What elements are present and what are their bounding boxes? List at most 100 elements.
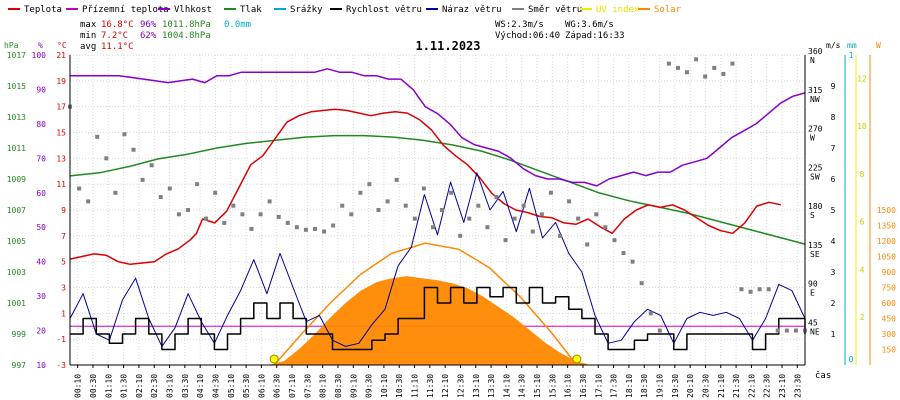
x-tick-label: 10:10	[380, 374, 389, 398]
wind-direction-point	[294, 225, 299, 230]
x-tick-label: 06:30	[273, 374, 282, 398]
x-tick-label: 18:30	[640, 374, 649, 398]
tick-label-mm: 1	[849, 51, 854, 60]
legend-label: UV index	[596, 5, 640, 15]
wind-direction-point	[113, 190, 118, 195]
wind-direction-points	[68, 57, 807, 333]
x-tick-label: 21:30	[732, 374, 741, 398]
wind-direction-point	[258, 212, 263, 217]
wind-direction-point	[403, 203, 408, 208]
wind-direction-point	[657, 328, 662, 333]
stat-avg-temp: 11.1°C	[101, 42, 134, 52]
x-tick-label: 07:30	[303, 374, 312, 398]
wind-direction-point	[621, 251, 626, 256]
x-tick-label: 00:10	[74, 374, 83, 398]
tick-label-pct: 40	[36, 258, 46, 267]
wind-direction-point	[784, 328, 789, 333]
legend-label: Rychlost větru	[346, 5, 422, 15]
wind-direction-point	[766, 287, 771, 292]
wind-direction-point	[204, 216, 209, 221]
stat-min-press: 1004.8hPa	[162, 31, 211, 41]
legend: Teplota Přízemní teplota Vlhkost Tlak Srážky…	[8, 5, 682, 15]
tick-label-solar: 900	[882, 268, 897, 277]
wind-direction-point	[340, 203, 345, 208]
legend-label: Směr větru	[528, 5, 582, 15]
tick-label-ms: 9	[831, 82, 836, 91]
x-tick-label: 09:10	[349, 374, 358, 398]
legend-label: Náraz větru	[442, 5, 502, 15]
tick-label-uv: 4	[860, 265, 865, 274]
x-tick-label: 11:10	[411, 374, 420, 398]
unit-w: W	[876, 41, 881, 50]
tick-label-solar: 1050	[877, 253, 896, 262]
x-tick-label: 01:10	[104, 374, 113, 398]
wind-direction-point	[195, 182, 200, 187]
legend-label: Tlak	[240, 5, 262, 15]
stat-avg-label: avg	[80, 42, 96, 52]
wind-direction-point	[503, 238, 508, 243]
tick-label-pct: 90	[36, 85, 46, 94]
wind-direction-point	[612, 238, 617, 243]
tick-label-dir: NW	[810, 95, 820, 104]
wind-direction-point	[131, 147, 136, 152]
wind-direction-point	[467, 216, 472, 221]
tick-label-dir-deg: 180	[808, 202, 823, 211]
wind-direction-point	[349, 212, 354, 217]
wind-direction-point	[222, 220, 227, 225]
x-tick-label: 06:10	[257, 374, 266, 398]
tick-label-ms: 7	[831, 144, 836, 153]
tick-label-degc: 7	[61, 232, 66, 241]
x-tick-label: 03:10	[166, 374, 175, 398]
x-tick-label: 14:10	[502, 374, 511, 398]
x-tick-label: 13:10	[472, 374, 481, 398]
tick-label-degc: 11	[56, 180, 66, 189]
legend-label: Vlhkost	[174, 5, 212, 15]
x-tick-label: 03:30	[181, 374, 190, 398]
stat-max-hum: 96%	[140, 20, 157, 30]
wind-direction-point	[158, 195, 163, 200]
info-ws: WS:2.3m/s	[495, 20, 544, 30]
wind-direction-point	[576, 216, 581, 221]
stat-max-temp: 16.8°C	[101, 20, 134, 30]
x-axis-label: čas	[815, 370, 831, 381]
tick-label-solar: 600	[882, 299, 897, 308]
tick-label-hpa: 1007	[7, 206, 26, 215]
series-lines	[69, 68, 806, 351]
x-tick-label: 20:30	[701, 374, 710, 398]
wind-direction-point	[358, 190, 363, 195]
wind-direction-point	[712, 65, 717, 70]
wind-direction-point	[494, 195, 499, 200]
wind-direction-point	[140, 177, 145, 182]
tick-label-uv: 2	[860, 313, 865, 322]
tick-label-dir: S	[810, 211, 815, 220]
x-tick-label: 00:30	[89, 374, 98, 398]
tick-label-pct: 100	[32, 51, 47, 60]
tick-label-hpa: 999	[12, 330, 27, 339]
tick-label-degc: -1	[56, 335, 66, 344]
wind-direction-point	[440, 208, 445, 212]
stat-min-hum: 62%	[140, 31, 157, 41]
series-line-tlak	[69, 134, 806, 245]
tick-label-ms: 5	[831, 206, 836, 215]
x-tick-label: 12:30	[456, 374, 465, 398]
tick-label-dir-deg: 90	[808, 280, 818, 289]
wind-direction-point	[394, 177, 399, 182]
x-tick-label: 21:10	[717, 374, 726, 398]
tick-label-solar: 1200	[877, 237, 896, 246]
x-tick-label: 12:10	[441, 374, 450, 398]
tick-label-degc: 3	[61, 284, 66, 293]
tick-label-uv: 8	[860, 170, 865, 179]
wind-direction-point	[412, 216, 417, 221]
tick-label-ms: 4	[831, 237, 836, 246]
wind-direction-point	[313, 226, 317, 231]
wind-direction-point	[558, 233, 562, 238]
wind-direction-point	[630, 259, 635, 264]
tick-label-uv: 10	[857, 122, 867, 131]
wind-direction-point	[267, 199, 272, 204]
solar-theory-line	[273, 242, 578, 366]
wind-direction-point	[176, 212, 181, 217]
x-tick-label: 18:10	[625, 374, 634, 398]
tick-label-pct: 10	[36, 361, 46, 370]
x-tick-label: 23:30	[793, 374, 802, 398]
